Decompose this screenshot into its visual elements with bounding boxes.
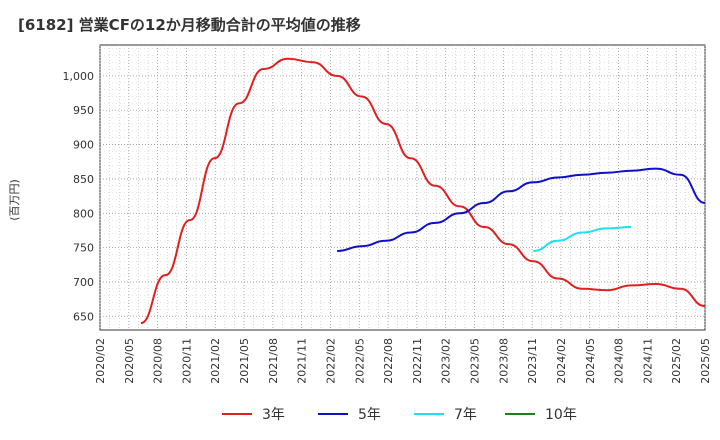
x-tick-label: 2021/08 (267, 338, 280, 384)
x-tick-label: 2020/05 (123, 338, 136, 384)
legend-label-3: 7年 (454, 407, 477, 423)
x-tick-label: 2023/08 (497, 338, 510, 384)
y-tick-label: 700 (73, 276, 94, 289)
y-tick-label: 650 (73, 310, 94, 323)
legend-label-2: 5年 (358, 407, 381, 423)
series-line-3 (533, 226, 632, 252)
x-tick-label: 2024/02 (555, 338, 568, 384)
series-line-2 (337, 167, 706, 252)
x-tick-label: 2021/11 (296, 338, 309, 384)
grid (99, 44, 706, 331)
x-tick-label: 2022/08 (382, 338, 395, 384)
series-lines (140, 57, 706, 325)
legend: 3年 5年 7年 10年 (222, 407, 577, 423)
x-tick-label: 2022/11 (411, 338, 424, 384)
plot-area (99, 44, 706, 331)
chart-title: [6182] 営業CFの12か月移動合計の平均値の推移 (18, 16, 361, 34)
x-tick-label: 2022/02 (324, 338, 337, 384)
legend-label-4: 10年 (545, 407, 577, 423)
y-tick-label: 950 (73, 104, 94, 117)
legend-label-1: 3年 (262, 407, 285, 423)
x-tick-label: 2024/08 (613, 338, 626, 384)
y-axis-label: (百万円) (8, 179, 21, 221)
x-tick-label: 2020/02 (94, 338, 107, 384)
axes: 650 700 750 800 850 900 950 1,000 2020/02 2020/05… (63, 70, 713, 384)
y-tick-label: 800 (73, 207, 94, 220)
y-tick-label: 850 (73, 173, 94, 186)
x-tick-label: 2020/11 (180, 338, 193, 384)
series-line-1 (140, 57, 706, 325)
y-tick-label: 1,000 (63, 70, 95, 83)
x-tick-label: 2023/02 (440, 338, 453, 384)
y-tick-label: 900 (73, 139, 94, 152)
x-tick-label: 2020/08 (152, 338, 165, 384)
x-tick-label: 2023/11 (526, 338, 539, 384)
y-tick-label: 750 (73, 242, 94, 255)
x-tick-label: 2025/05 (699, 338, 712, 384)
x-tick-label: 2025/02 (670, 338, 683, 384)
x-tick-label: 2021/05 (238, 338, 251, 384)
x-tick-label: 2024/05 (584, 338, 597, 384)
x-tick-label: 2021/02 (209, 338, 222, 384)
x-tick-label: 2022/05 (353, 338, 366, 384)
x-tick-label: 2024/11 (641, 338, 654, 384)
x-tick-label: 2023/05 (469, 338, 482, 384)
